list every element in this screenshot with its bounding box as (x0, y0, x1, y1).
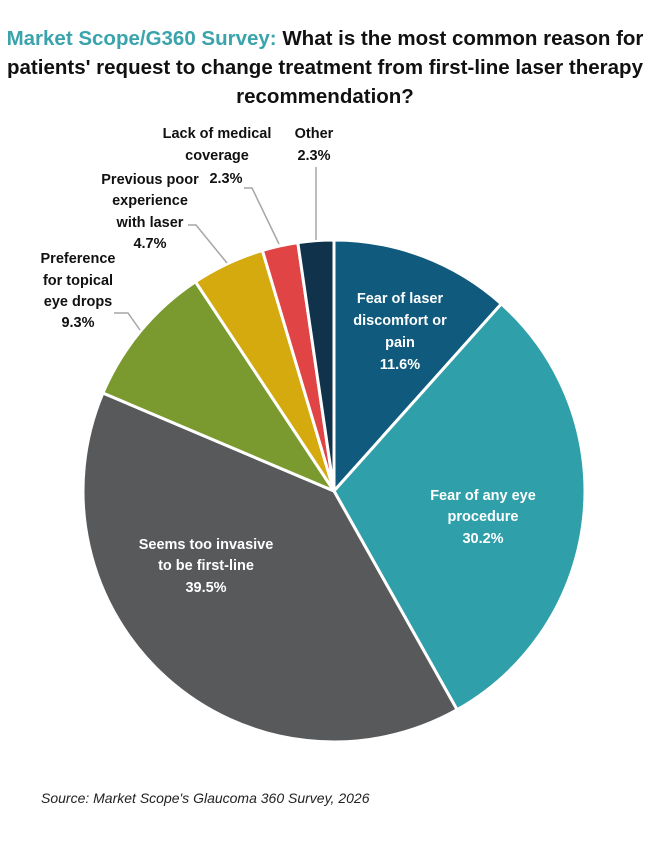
leader-line-4 (188, 224, 228, 264)
slice-value-label-6: 2.3% (297, 148, 330, 164)
pie-slice-1 (332, 302, 587, 712)
slice-value-label-4: 4.7% (133, 236, 166, 252)
slice-label-1: Fear of any eye (430, 488, 536, 504)
slice-value-label-1: 30.2% (462, 531, 503, 547)
slice-label-4: experience (112, 193, 188, 209)
slice-label-2: Seems too invasive (139, 537, 274, 553)
chart-title: Market Scope/G360 Survey: What is the mo… (0, 24, 650, 111)
slice-label-2: to be first-line (158, 558, 254, 574)
slice-value-label-5: 2.3% (209, 171, 242, 187)
slice-value-label-3: 9.3% (61, 315, 94, 331)
title-text: What is the most common reason for patie… (7, 27, 644, 108)
slice-label-3: eye drops (44, 294, 113, 310)
slice-label-6: Other (295, 126, 334, 142)
pie-slice-6 (296, 238, 336, 493)
slice-label-1: procedure (448, 509, 519, 525)
leader-line-3 (114, 312, 141, 331)
slice-label-4: with laser (116, 215, 184, 231)
pie-slice-2 (81, 391, 459, 744)
pie-slice-3 (101, 280, 336, 493)
slice-label-0: discomfort or (353, 313, 447, 329)
slice-label-0: pain (385, 335, 415, 351)
slice-label-3: for topical (43, 273, 113, 289)
source-note: Source: Market Scope's Glaucoma 360 Surv… (41, 790, 370, 806)
leader-line-5 (244, 187, 280, 245)
slice-value-label-2: 39.5% (185, 580, 226, 596)
slice-label-3: Preference (41, 251, 116, 267)
title-prefix: Market Scope/G360 Survey: (6, 27, 277, 50)
slice-label-5: coverage (185, 148, 249, 164)
pie-slice-0 (332, 238, 503, 493)
slice-value-label-0: 11.6% (380, 357, 420, 373)
slice-label-5: Lack of medical (163, 126, 272, 142)
slice-label-0: Fear of laser (357, 291, 444, 307)
slice-label-4: Previous poor (101, 172, 199, 188)
